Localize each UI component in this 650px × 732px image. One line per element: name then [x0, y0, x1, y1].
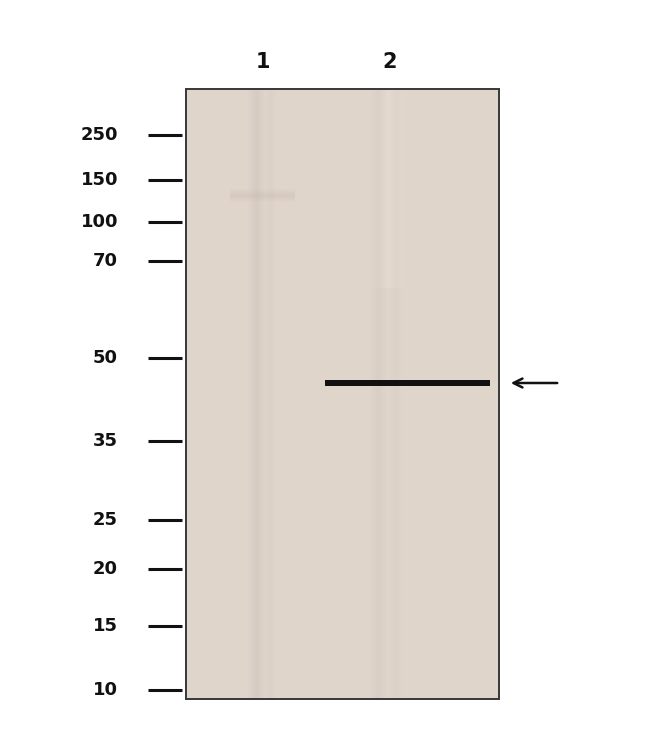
Text: 35: 35: [93, 432, 118, 450]
Text: 70: 70: [93, 252, 118, 270]
Text: 2: 2: [383, 52, 397, 72]
Text: 1: 1: [255, 52, 270, 72]
Text: 250: 250: [81, 126, 118, 144]
Text: 15: 15: [93, 617, 118, 635]
Text: 10: 10: [93, 681, 118, 699]
Text: 50: 50: [93, 349, 118, 367]
Text: 20: 20: [93, 560, 118, 578]
Text: 150: 150: [81, 171, 118, 189]
Text: 100: 100: [81, 213, 118, 231]
Text: 25: 25: [93, 511, 118, 529]
